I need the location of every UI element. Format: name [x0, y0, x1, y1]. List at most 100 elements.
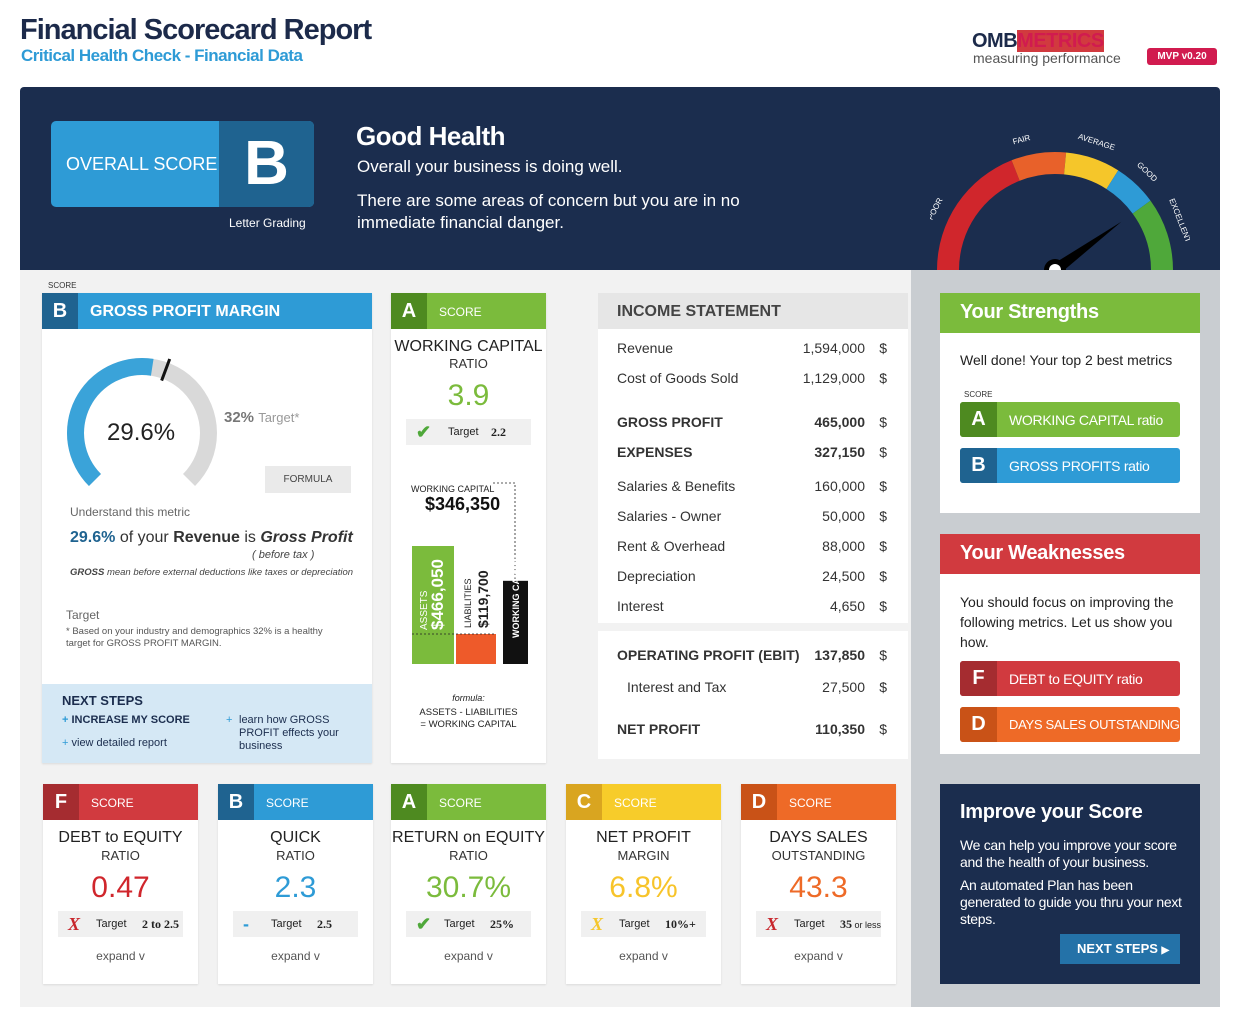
gauge-segment	[1011, 152, 1067, 181]
metric-target: X Target 35 or less	[756, 911, 881, 937]
metric-target-value: 2 to 2.5	[142, 917, 179, 931]
income-row-label: Salaries - Owner	[617, 508, 722, 524]
metric-subtitle: RATIO	[449, 848, 488, 863]
metric-header: D SCORE	[741, 784, 896, 820]
income-row-label: Cost of Goods Sold	[617, 370, 739, 386]
metric-title: QUICK	[270, 829, 321, 846]
income-row: Revenue 1,594,000 $	[617, 340, 887, 356]
metric-header: F SCORE	[43, 784, 198, 820]
page-title: Financial Scorecard Report	[20, 14, 372, 46]
explain-mid1: of your	[115, 529, 174, 546]
metric-target-label: Target	[444, 918, 475, 930]
income-row-label: GROSS PROFIT	[617, 414, 723, 430]
wc-target: ✔ Target 2.2	[406, 419, 531, 445]
metric-header: B SCORE	[218, 784, 373, 820]
gpm-explain: 29.6% of your Revenue is Gross Profit	[70, 529, 353, 547]
formula-button[interactable]: FORMULA	[265, 466, 351, 493]
income-row-value: 465,000	[814, 414, 865, 430]
metric-value: 30.7%	[425, 871, 512, 904]
metric-header: A SCORE	[391, 784, 546, 820]
metric-card: F SCORE DEBT to EQUITY RATIO 0.47 X Targ…	[43, 784, 198, 984]
metric-target-value: 10%+	[665, 917, 696, 931]
expand-link[interactable]: expand v	[96, 949, 145, 963]
metric-score-label: SCORE	[439, 796, 482, 810]
liabilities-value: $119,700	[475, 570, 491, 628]
target-heading: Target	[66, 608, 100, 622]
income-row-currency: $	[879, 340, 887, 356]
income-row-currency: $	[879, 508, 887, 524]
score-caption: SCORE	[48, 281, 77, 290]
wc-score-label: SCORE	[439, 305, 482, 319]
improve-title: Improve your Score	[960, 801, 1143, 823]
income-row-currency: $	[879, 679, 887, 695]
liabilities-label: LIABILITIES	[463, 578, 473, 628]
metric-target-suffix: or less	[852, 920, 882, 930]
expand-link[interactable]: expand v	[271, 949, 320, 963]
gross-def: mean before external deductions like tax…	[104, 567, 354, 578]
strength-grade: B	[960, 448, 997, 483]
assets-label: ASSETS	[419, 590, 430, 630]
metric-card: D SCORE DAYS SALES OUTSTANDING 43.3 X Ta…	[741, 784, 896, 984]
income-row: Depreciation 24,500 $	[617, 568, 887, 584]
income-row-label: Salaries & Benefits	[617, 478, 736, 494]
wc-grade: A	[391, 293, 427, 329]
metric-card: B SCORE QUICK RATIO 2.3 - Target 2.5 exp…	[218, 784, 373, 984]
metric-card: A SCORE RETURN on EQUITY RATIO 30.7% ✔ T…	[391, 784, 546, 984]
metric-subtitle: RATIO	[276, 848, 315, 863]
income-row-currency: $	[879, 598, 887, 614]
strength-working-capital[interactable]: A WORKING CAPITAL ratio	[960, 402, 1180, 437]
increase-score-link[interactable]: + INCREASE MY SCORE	[62, 714, 190, 726]
expand-link[interactable]: expand v	[794, 949, 843, 963]
logo-text-2: METRICS	[1017, 30, 1104, 52]
version-badge: MVP v0.20	[1147, 48, 1217, 65]
increase-score-label: INCREASE MY SCORE	[71, 714, 190, 726]
gpm-target: 32% Target*	[224, 409, 299, 426]
expand-link[interactable]: expand v	[619, 949, 668, 963]
metric-value: 6.8%	[609, 871, 678, 904]
gauge-segment	[1132, 200, 1173, 270]
weakness-days-sales[interactable]: D DAYS SALES OUTSTANDING	[960, 707, 1180, 742]
weakness-grade: D	[960, 707, 997, 742]
explain-revenue: Revenue	[173, 529, 240, 546]
metric-target: - Target 2.5	[233, 911, 358, 937]
weakness-label: DEBT to EQUITY ratio	[1009, 671, 1143, 687]
income-row-label: OPERATING PROFIT (EBIT)	[617, 647, 800, 663]
working-capital-chart: ASSETS$466,050 LIABILITIES $119,700 WORKING…	[412, 482, 528, 664]
income-row: Interest 4,650 $	[617, 598, 887, 614]
expand-link[interactable]: expand v	[444, 949, 493, 963]
detailed-report-link[interactable]: + view detailed report	[62, 737, 167, 749]
income-row-currency: $	[879, 721, 887, 737]
learn-gp-link[interactable]: + learn how GROSS PROFIT effects your bus…	[226, 714, 361, 753]
weaknesses-title: Your Weaknesses	[940, 534, 1200, 574]
detailed-report-label: view detailed report	[71, 737, 167, 749]
logo-tagline: measuring performance	[973, 50, 1121, 66]
metric-grade: C	[566, 784, 602, 820]
gauge-segment	[1064, 152, 1119, 189]
income-row-value: 1,594,000	[802, 340, 865, 356]
metric-target-value: 2.5	[317, 917, 332, 931]
metric-card: C SCORE NET PROFIT MARGIN 6.8% X Target …	[566, 784, 721, 984]
strength-gross-profits[interactable]: B GROSS PROFITS ratio	[960, 448, 1180, 483]
income-row: GROSS PROFIT 465,000 $	[617, 414, 887, 430]
wc-header: A SCORE	[391, 293, 546, 329]
weakness-debt-equity[interactable]: F DEBT to EQUITY ratio	[960, 661, 1180, 696]
wc-value: 3.9	[447, 379, 490, 412]
logo-text-1: OMB	[972, 30, 1018, 52]
check-icon: ✔	[416, 914, 432, 934]
wc-connector	[493, 482, 516, 581]
metric-value: 0.47	[91, 871, 150, 904]
gauge-segment	[1106, 170, 1151, 214]
metric-value: 2.3	[274, 871, 317, 904]
overall-score-box: OVERALL SCORE B	[51, 121, 314, 207]
wc-target-value: 2.2	[491, 425, 506, 439]
strengths-score-caption: SCORE	[964, 390, 993, 399]
income-row-currency: $	[879, 538, 887, 554]
gpm-target-marker	[160, 358, 172, 382]
gauge-segment	[937, 160, 1020, 270]
income-row-value: 27,500	[822, 679, 865, 695]
metric-target-label: Target	[96, 918, 127, 930]
income-row: Rent & Overhead 88,000 $	[617, 538, 887, 554]
understand-label: Understand this metric	[70, 505, 191, 519]
next-steps-button[interactable]: NEXT STEPS ▶	[1060, 934, 1180, 964]
assets-value: $466,050	[428, 559, 447, 630]
